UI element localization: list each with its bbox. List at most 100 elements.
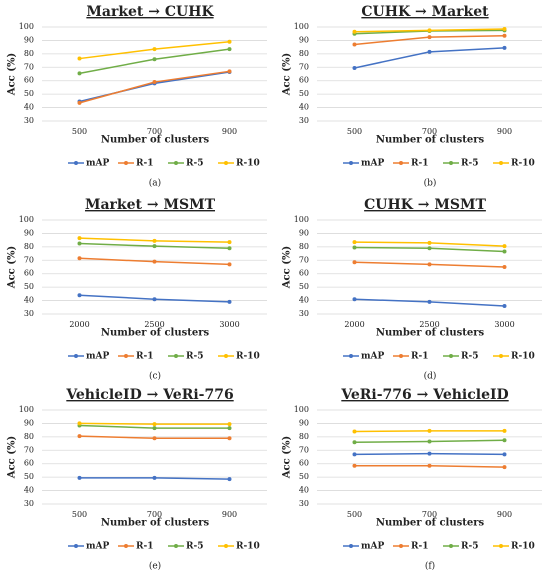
y-tick-label: 90 <box>299 228 309 237</box>
x-tick-label: 700 <box>147 510 162 519</box>
y-tick-label: 60 <box>24 76 34 85</box>
data-point <box>77 236 82 241</box>
chart-title: VeRi-776 → VehicleID <box>340 387 508 403</box>
data-point <box>227 422 232 427</box>
legend-label: R-10 <box>236 542 260 552</box>
data-point <box>77 475 82 480</box>
legend-label: mAP <box>86 542 110 552</box>
legend-label: R-1 <box>136 159 153 169</box>
data-point <box>502 303 507 308</box>
data-point <box>427 240 432 245</box>
legend-marker <box>499 354 503 358</box>
x-tick-label: 900 <box>497 510 512 519</box>
y-axis-label: Acc (%) <box>7 246 18 289</box>
legend-label: R-1 <box>411 542 428 552</box>
legend-label: R-5 <box>186 352 203 362</box>
data-point <box>427 299 432 304</box>
data-point <box>427 49 432 54</box>
chart-title: VehicleID → VeRi-776 <box>65 387 233 403</box>
legend-label: R-10 <box>511 159 535 169</box>
y-tick-label: 60 <box>299 459 309 468</box>
x-axis-label: Number of clusters <box>101 518 210 529</box>
x-axis-label: Number of clusters <box>101 135 210 146</box>
data-point <box>227 246 232 251</box>
data-point <box>77 256 82 261</box>
legend-label: mAP <box>361 542 385 552</box>
legend-marker <box>124 544 128 548</box>
chart-title: CUHK → MSMT <box>364 197 486 213</box>
data-point <box>152 57 157 62</box>
data-point <box>227 69 232 74</box>
legend-label: R-1 <box>411 352 428 362</box>
data-point <box>352 42 357 47</box>
data-point <box>352 463 357 468</box>
y-tick-label: 50 <box>24 89 34 98</box>
legend-marker <box>124 161 128 165</box>
y-tick-label: 100 <box>19 22 34 31</box>
legend-marker <box>399 161 403 165</box>
caption: (f) <box>425 561 435 572</box>
legend-marker <box>174 161 178 165</box>
legend-label: R-5 <box>186 542 203 552</box>
x-axis-label: Number of clusters <box>376 328 485 339</box>
data-point <box>77 56 82 61</box>
y-tick-label: 30 <box>24 309 34 318</box>
y-axis-label: Acc (%) <box>7 436 18 479</box>
legend-marker <box>349 354 353 358</box>
legend-marker <box>399 354 403 358</box>
legend-marker <box>499 161 503 165</box>
x-tick-label: 500 <box>347 510 362 519</box>
data-point <box>152 47 157 52</box>
legend-label: R-5 <box>461 542 478 552</box>
y-tick-label: 50 <box>24 282 34 291</box>
y-tick-label: 70 <box>299 62 309 71</box>
caption: (b) <box>424 178 437 189</box>
data-point <box>227 262 232 267</box>
y-tick-label: 100 <box>19 215 34 224</box>
data-point <box>502 45 507 50</box>
legend-marker <box>174 544 178 548</box>
data-point <box>352 65 357 70</box>
caption: (a) <box>149 178 161 189</box>
y-tick-label: 40 <box>299 486 309 495</box>
legend-label: R-1 <box>411 159 428 169</box>
data-point <box>427 428 432 433</box>
data-point <box>152 422 157 427</box>
data-point <box>77 71 82 76</box>
y-tick-label: 50 <box>299 89 309 98</box>
data-point <box>352 297 357 302</box>
y-axis-label: Acc (%) <box>7 53 18 96</box>
data-point <box>502 249 507 254</box>
series-line <box>79 48 230 75</box>
x-tick-label: 2500 <box>144 320 164 329</box>
y-tick-label: 70 <box>24 445 34 454</box>
y-tick-label: 80 <box>24 242 34 251</box>
y-tick-label: 70 <box>24 255 34 264</box>
y-tick-label: 30 <box>24 499 34 508</box>
data-point <box>502 33 507 38</box>
y-tick-label: 40 <box>24 296 34 305</box>
x-tick-label: 700 <box>147 127 162 136</box>
data-point <box>427 246 432 251</box>
x-tick-label: 900 <box>497 127 512 136</box>
data-point <box>427 35 432 40</box>
data-point <box>77 293 82 298</box>
data-point <box>427 463 432 468</box>
y-tick-label: 90 <box>24 35 34 44</box>
legend-label: mAP <box>361 159 385 169</box>
data-point <box>152 259 157 264</box>
data-point <box>77 421 82 426</box>
data-point <box>352 440 357 445</box>
legend-marker <box>224 354 228 358</box>
y-tick-label: 40 <box>24 103 34 112</box>
legend-marker <box>74 544 78 548</box>
legend-label: R-10 <box>511 352 535 362</box>
data-point <box>77 434 82 439</box>
y-tick-label: 30 <box>24 116 34 125</box>
y-tick-label: 50 <box>24 472 34 481</box>
data-point <box>352 429 357 434</box>
chart-title: CUHK → Market <box>361 4 489 20</box>
chart-title: Market → MSMT <box>85 197 216 213</box>
legend-marker <box>74 161 78 165</box>
